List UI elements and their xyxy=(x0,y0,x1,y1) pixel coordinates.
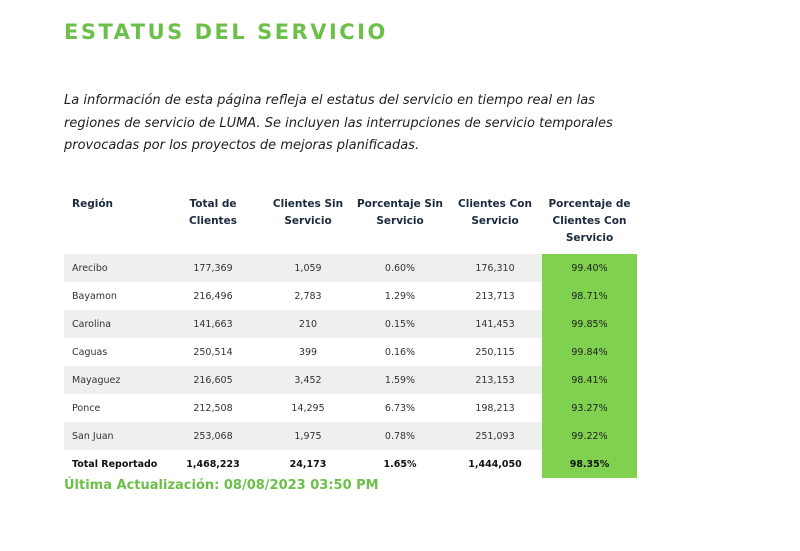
cell-percent-without-service: 1.29% xyxy=(352,282,448,310)
cell-percent-without-service: 6.73% xyxy=(352,394,448,422)
table-row: San Juan 253,068 1,975 0.78% 251,093 99.… xyxy=(64,422,637,450)
cell-percent-without-service: 1.59% xyxy=(352,366,448,394)
cell-clients-without-service: 14,295 xyxy=(264,394,352,422)
cell-region: Bayamon xyxy=(64,282,162,310)
table-row: Carolina 141,663 210 0.15% 141,453 99.85… xyxy=(64,310,637,338)
cell-clients-without-service: 1,059 xyxy=(264,254,352,282)
service-status-table: Región Total de Clientes Clientes Sin Se… xyxy=(64,186,637,478)
cell-total-clients: 177,369 xyxy=(162,254,264,282)
header-percent-with-service: Porcentaje de Clientes Con Servicio xyxy=(548,198,631,244)
table-row: Bayamon 216,496 2,783 1.29% 213,713 98.7… xyxy=(64,282,637,310)
cell-region: Caguas xyxy=(64,338,162,366)
header-percent-without-service: Porcentaje Sin Servicio xyxy=(356,198,444,227)
cell-clients-with-service: 213,153 xyxy=(448,366,542,394)
table-row: Caguas 250,514 399 0.16% 250,115 99.84% xyxy=(64,338,637,366)
total-clients-without-service: 24,173 xyxy=(264,450,352,478)
cell-total-clients: 216,605 xyxy=(162,366,264,394)
cell-clients-with-service: 141,453 xyxy=(448,310,542,338)
cell-percent-without-service: 0.78% xyxy=(352,422,448,450)
header-clients-with-service: Clientes Con Servicio xyxy=(458,198,532,227)
cell-clients-with-service: 176,310 xyxy=(448,254,542,282)
cell-percent-without-service: 0.16% xyxy=(352,338,448,366)
cell-region: Ponce xyxy=(64,394,162,422)
cell-region: Arecibo xyxy=(64,254,162,282)
cell-percent-with-service: 99.84% xyxy=(542,338,637,366)
cell-clients-with-service: 198,213 xyxy=(448,394,542,422)
cell-clients-without-service: 1,975 xyxy=(264,422,352,450)
cell-percent-with-service: 99.85% xyxy=(542,310,637,338)
cell-percent-with-service: 99.22% xyxy=(542,422,637,450)
cell-clients-without-service: 3,452 xyxy=(264,366,352,394)
total-percent-with-service: 98.35% xyxy=(542,450,637,478)
cell-total-clients: 212,508 xyxy=(162,394,264,422)
cell-region: San Juan xyxy=(64,422,162,450)
total-percent-without-service: 1.65% xyxy=(352,450,448,478)
cell-percent-with-service: 99.40% xyxy=(542,254,637,282)
page-description: La información de esta página refleja el… xyxy=(64,93,613,153)
table-row: Arecibo 177,369 1,059 0.60% 176,310 99.4… xyxy=(64,254,637,282)
cell-percent-with-service: 98.41% xyxy=(542,366,637,394)
cell-percent-with-service: 93.27% xyxy=(542,394,637,422)
header-clients-without-service: Clientes Sin Servicio xyxy=(272,198,344,227)
cell-total-clients: 250,514 xyxy=(162,338,264,366)
cell-clients-with-service: 213,713 xyxy=(448,282,542,310)
cell-total-clients: 216,496 xyxy=(162,282,264,310)
cell-clients-without-service: 399 xyxy=(264,338,352,366)
total-clients: 1,468,223 xyxy=(162,450,264,478)
cell-percent-without-service: 0.15% xyxy=(352,310,448,338)
header-region: Región xyxy=(72,198,114,210)
total-clients-with-service: 1,444,050 xyxy=(448,450,542,478)
table-total-row: Total Reportado 1,468,223 24,173 1.65% 1… xyxy=(64,450,637,478)
page-title: ESTATUS DEL SERVICIO xyxy=(64,20,388,44)
cell-total-clients: 253,068 xyxy=(162,422,264,450)
cell-total-clients: 141,663 xyxy=(162,310,264,338)
table-row: Ponce 212,508 14,295 6.73% 198,213 93.27… xyxy=(64,394,637,422)
cell-clients-without-service: 210 xyxy=(264,310,352,338)
table-row: Mayaguez 216,605 3,452 1.59% 213,153 98.… xyxy=(64,366,637,394)
cell-region: Mayaguez xyxy=(64,366,162,394)
total-label: Total Reportado xyxy=(64,450,162,478)
cell-percent-without-service: 0.60% xyxy=(352,254,448,282)
cell-clients-without-service: 2,783 xyxy=(264,282,352,310)
table-header-row: Región Total de Clientes Clientes Sin Se… xyxy=(64,186,637,254)
cell-region: Carolina xyxy=(64,310,162,338)
header-total-clients: Total de Clientes xyxy=(189,198,237,227)
cell-clients-with-service: 250,115 xyxy=(448,338,542,366)
cell-percent-with-service: 98.71% xyxy=(542,282,637,310)
cell-clients-with-service: 251,093 xyxy=(448,422,542,450)
last-updated: Última Actualización: 08/08/2023 03:50 P… xyxy=(64,478,379,493)
